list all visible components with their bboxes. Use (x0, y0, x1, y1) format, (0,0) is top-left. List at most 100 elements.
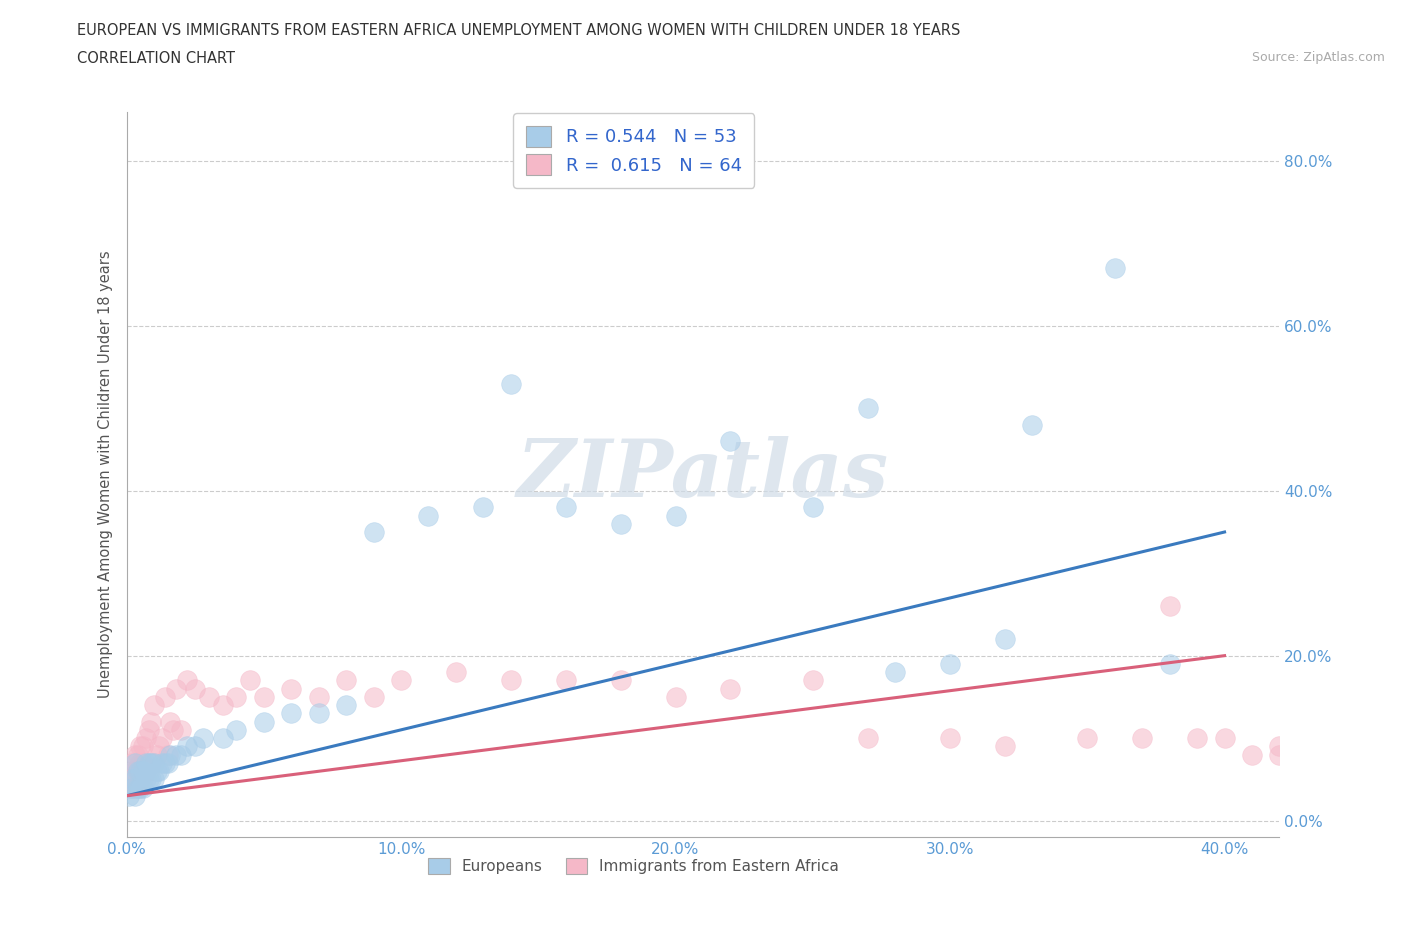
Point (554, 499, 576, 514)
Point (253, 714, 276, 729)
Point (132, 780, 155, 795)
Point (129, 755, 152, 770)
Point (280, 706, 302, 721)
Point (1159, 599, 1181, 614)
Point (198, 689, 221, 704)
Point (1240, 747, 1263, 762)
Point (225, 723, 247, 737)
Point (127, 764, 149, 778)
Point (124, 747, 146, 762)
Point (153, 689, 176, 704)
Point (664, 508, 686, 523)
Point (121, 772, 143, 787)
Point (143, 772, 166, 787)
Point (165, 681, 187, 696)
Point (150, 755, 173, 770)
Point (308, 706, 330, 721)
Point (141, 755, 163, 770)
Point (170, 723, 193, 737)
Text: CORRELATION CHART: CORRELATION CHART (77, 51, 235, 66)
Point (211, 731, 233, 746)
Point (124, 764, 146, 778)
Point (1104, 260, 1126, 275)
Point (148, 764, 170, 778)
Point (124, 755, 146, 770)
Point (129, 772, 152, 787)
Point (121, 780, 143, 795)
Point (801, 499, 824, 514)
Point (135, 731, 157, 746)
Point (554, 673, 576, 688)
Point (801, 673, 824, 688)
Point (664, 689, 686, 704)
Point (1213, 731, 1236, 746)
Point (138, 755, 160, 770)
Point (499, 376, 522, 391)
Point (143, 698, 166, 712)
Point (141, 772, 163, 787)
Point (138, 764, 160, 778)
Point (138, 723, 160, 737)
Point (1268, 738, 1291, 753)
Point (239, 673, 262, 688)
Point (129, 764, 152, 778)
Point (159, 714, 181, 729)
Point (1159, 657, 1181, 671)
Point (335, 673, 357, 688)
Point (1076, 731, 1098, 746)
Point (389, 673, 412, 688)
Point (143, 755, 166, 770)
Point (253, 689, 276, 704)
Point (159, 747, 181, 762)
Point (135, 764, 157, 778)
Point (720, 681, 742, 696)
Point (308, 689, 330, 704)
Point (141, 755, 163, 770)
Point (472, 499, 495, 514)
Point (124, 780, 146, 795)
Point (153, 755, 176, 770)
Point (363, 525, 385, 539)
Point (132, 738, 155, 753)
Point (141, 714, 163, 729)
Y-axis label: Unemployment Among Women with Children Under 18 years: Unemployment Among Women with Children U… (97, 250, 112, 698)
Point (335, 698, 357, 712)
Point (132, 772, 155, 787)
Point (156, 755, 179, 770)
Point (127, 764, 149, 778)
Point (129, 780, 152, 795)
Point (184, 681, 207, 696)
Point (135, 755, 157, 770)
Point (939, 657, 962, 671)
Point (499, 673, 522, 688)
Point (135, 772, 157, 787)
Point (132, 764, 155, 778)
Point (156, 747, 179, 762)
Point (127, 780, 149, 795)
Point (1268, 747, 1291, 762)
Point (609, 516, 631, 531)
Point (118, 772, 141, 787)
Point (170, 747, 193, 762)
Point (856, 731, 879, 746)
Text: EUROPEAN VS IMMIGRANTS FROM EASTERN AFRICA UNEMPLOYMENT AMONG WOMEN WITH CHILDRE: EUROPEAN VS IMMIGRANTS FROM EASTERN AFRI… (77, 23, 960, 38)
Text: Source: ZipAtlas.com: Source: ZipAtlas.com (1251, 51, 1385, 64)
Point (994, 631, 1017, 646)
Point (211, 698, 233, 712)
Point (939, 731, 962, 746)
Point (129, 738, 152, 753)
Point (121, 780, 143, 795)
Point (363, 689, 385, 704)
Point (1021, 418, 1043, 432)
Point (148, 738, 170, 753)
Point (124, 789, 146, 804)
Point (138, 772, 160, 787)
Point (145, 747, 167, 762)
Point (1130, 731, 1153, 746)
Point (193, 731, 215, 746)
Point (225, 689, 247, 704)
Point (444, 665, 467, 680)
Point (143, 755, 166, 770)
Point (884, 665, 907, 680)
Point (124, 772, 146, 787)
